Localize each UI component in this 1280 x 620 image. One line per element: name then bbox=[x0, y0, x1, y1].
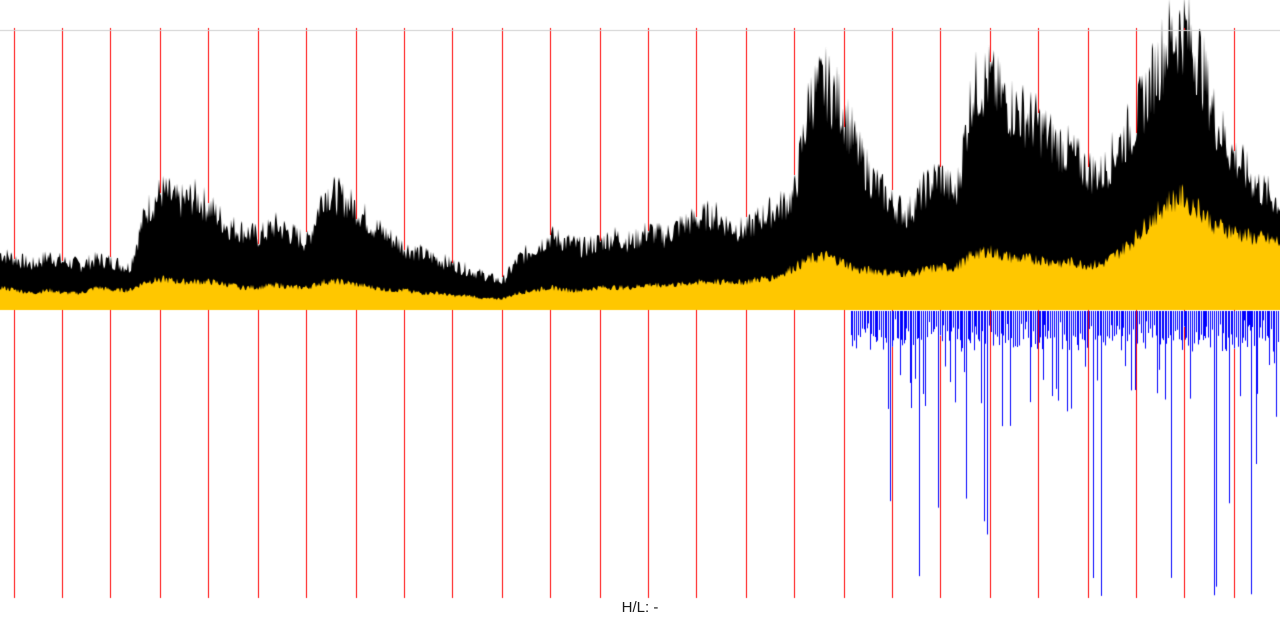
chart-footer: H/L: - bbox=[0, 599, 1280, 616]
price-chart-canvas bbox=[0, 0, 1280, 620]
